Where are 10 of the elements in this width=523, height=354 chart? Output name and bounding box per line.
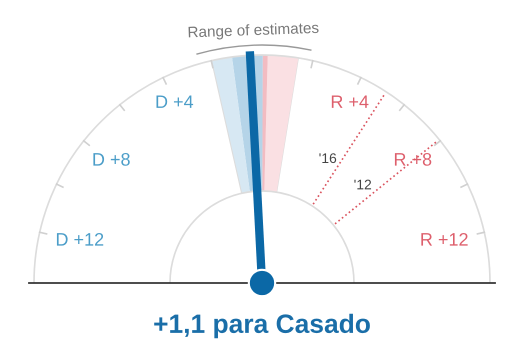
text: '12 — [354, 180, 372, 190]
text: R +12 — [421, 232, 468, 246]
text: +1,1 para Casado — [154, 314, 370, 338]
text: D +8 — [93, 152, 130, 166]
text: R +8 — [394, 152, 432, 166]
text: R +4 — [332, 95, 368, 108]
text: D +12 — [56, 232, 104, 246]
text: Range of estimates — [188, 22, 319, 41]
text: '16 — [319, 153, 336, 164]
text: D +4 — [156, 95, 194, 108]
